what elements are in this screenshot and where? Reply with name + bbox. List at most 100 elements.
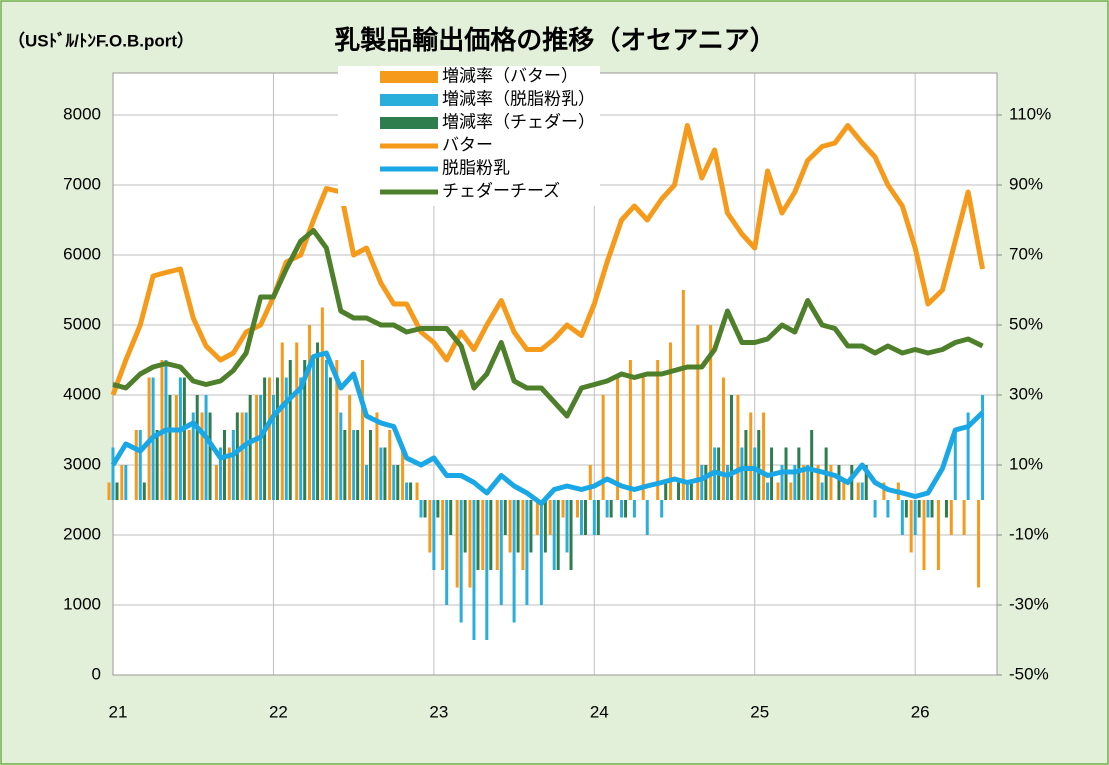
y2-tick-label: 90% bbox=[1009, 174, 1043, 193]
y-tick-label: 5000 bbox=[63, 314, 101, 333]
bar bbox=[191, 412, 195, 500]
bar bbox=[660, 500, 664, 518]
y2-tick-label: -10% bbox=[1009, 524, 1049, 543]
bar bbox=[909, 500, 913, 553]
bar bbox=[409, 482, 413, 500]
bar bbox=[111, 447, 115, 500]
bar bbox=[709, 325, 713, 500]
bar bbox=[204, 395, 208, 500]
y2-tick-label: 30% bbox=[1009, 384, 1043, 403]
bar bbox=[736, 395, 740, 500]
bar bbox=[860, 482, 864, 500]
bar bbox=[704, 465, 708, 500]
x-tick-label: 23 bbox=[429, 702, 448, 721]
y2-tick-label: 10% bbox=[1009, 454, 1043, 473]
bar bbox=[689, 482, 693, 500]
bar bbox=[244, 412, 248, 500]
bar bbox=[864, 465, 868, 500]
bar bbox=[308, 325, 312, 500]
bar bbox=[320, 307, 324, 500]
bar bbox=[388, 430, 392, 500]
bar bbox=[882, 482, 886, 500]
bar bbox=[904, 500, 908, 518]
bar bbox=[645, 500, 649, 535]
line bbox=[112, 228, 984, 419]
bar bbox=[669, 342, 673, 500]
bar bbox=[124, 465, 128, 500]
bar bbox=[472, 500, 476, 640]
x-tick-label: 21 bbox=[109, 702, 128, 721]
bar bbox=[977, 500, 981, 588]
bar bbox=[749, 412, 753, 500]
bar bbox=[356, 430, 360, 500]
legend-box bbox=[338, 66, 600, 206]
bar bbox=[529, 500, 533, 553]
bar bbox=[753, 447, 757, 500]
bar bbox=[396, 465, 400, 500]
bar bbox=[463, 500, 467, 553]
bar bbox=[729, 395, 733, 500]
bar bbox=[485, 500, 489, 640]
bar bbox=[837, 465, 841, 500]
bar bbox=[343, 430, 347, 500]
y2-tick-label: -30% bbox=[1009, 594, 1049, 613]
legend-label: バター bbox=[442, 135, 493, 154]
line bbox=[110, 123, 986, 396]
bar bbox=[926, 500, 930, 518]
x-tick-label: 26 bbox=[911, 702, 930, 721]
bar bbox=[624, 500, 628, 518]
y-tick-label: 3000 bbox=[63, 454, 101, 473]
bar bbox=[441, 500, 445, 570]
bar bbox=[757, 430, 761, 500]
bar bbox=[328, 377, 332, 500]
bar bbox=[802, 465, 806, 500]
bar bbox=[364, 465, 368, 500]
bar bbox=[214, 465, 218, 500]
bar bbox=[235, 412, 239, 500]
bar bbox=[299, 377, 303, 500]
bar bbox=[525, 500, 529, 605]
bar bbox=[436, 500, 440, 518]
bar bbox=[628, 360, 632, 500]
bar bbox=[476, 500, 480, 570]
bar bbox=[375, 412, 379, 500]
y2-tick-label: 110% bbox=[1009, 104, 1051, 123]
bar bbox=[776, 482, 780, 500]
bar bbox=[913, 500, 917, 535]
bar bbox=[744, 430, 748, 500]
bar bbox=[762, 412, 766, 500]
bar bbox=[284, 377, 288, 500]
bar bbox=[174, 395, 178, 500]
y-tick-label: 7000 bbox=[63, 174, 101, 193]
bar bbox=[419, 500, 423, 518]
bar bbox=[944, 500, 948, 518]
bar bbox=[335, 360, 339, 500]
bar bbox=[182, 377, 186, 500]
legend-swatch bbox=[380, 117, 438, 129]
bar bbox=[850, 465, 854, 500]
bar bbox=[392, 465, 396, 500]
bar bbox=[248, 395, 252, 500]
bar bbox=[120, 465, 124, 500]
bar bbox=[789, 482, 793, 500]
bar bbox=[681, 290, 685, 500]
bar bbox=[552, 500, 556, 570]
bar bbox=[592, 500, 596, 535]
bar bbox=[900, 500, 904, 535]
bar bbox=[449, 500, 453, 535]
bar bbox=[543, 500, 547, 553]
bar bbox=[829, 465, 833, 500]
y-tick-label: 6000 bbox=[63, 244, 101, 263]
bar bbox=[656, 360, 660, 500]
bar bbox=[107, 482, 111, 500]
bar bbox=[227, 447, 231, 500]
bar bbox=[953, 430, 957, 500]
bar bbox=[138, 430, 142, 500]
bar bbox=[288, 360, 292, 500]
bar bbox=[561, 500, 565, 518]
y-tick-label: 8000 bbox=[63, 104, 101, 123]
legend-swatch bbox=[380, 71, 438, 83]
bar bbox=[780, 465, 784, 500]
bar bbox=[295, 342, 299, 500]
